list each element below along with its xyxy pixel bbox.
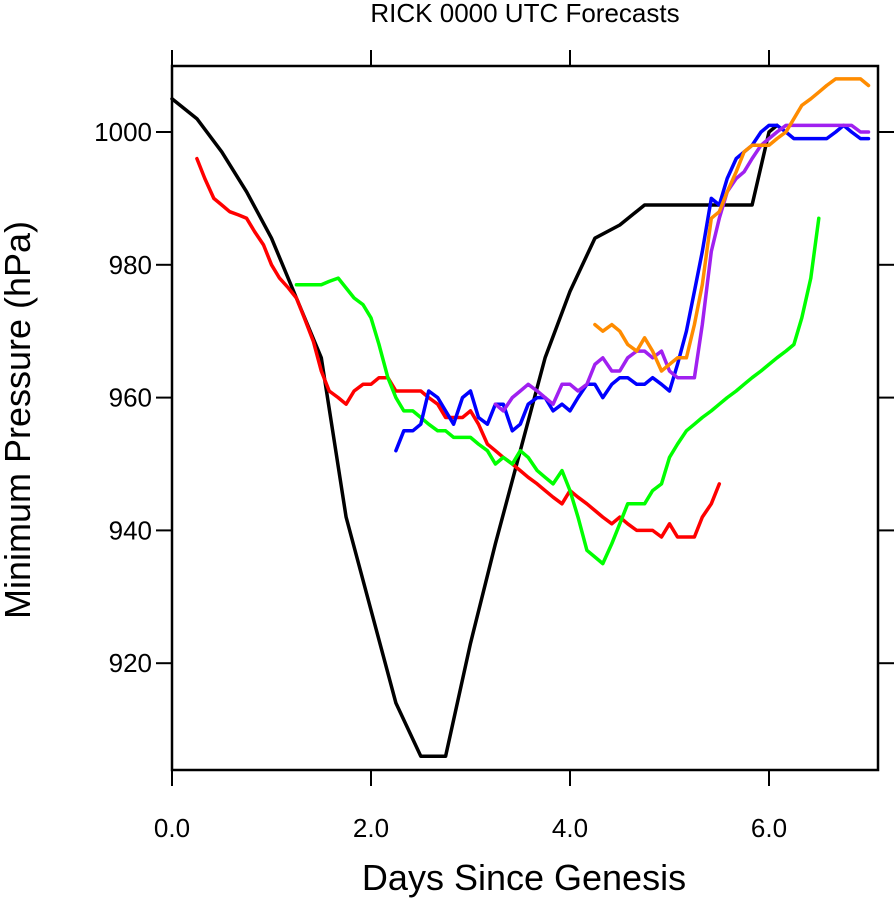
axis-layer: 0.0 2.0 4.0 6.0 920 940 960 980 1000 [94,50,894,843]
y-tick-label: 980 [109,250,152,280]
x-tick-label: 6.0 [751,813,787,843]
y-tick-label: 920 [109,648,152,678]
x-axis-label: Days Since Genesis [362,857,686,898]
y-tick-label: 1000 [94,117,152,147]
series-line-0 [170,97,779,758]
series-layer [170,77,871,758]
series-line-4 [493,123,871,413]
y-tick-label: 940 [109,515,152,545]
x-tick-label: 4.0 [552,813,588,843]
plot-frame [170,64,880,772]
series-line-2 [294,216,821,566]
x-tick-label: 2.0 [353,813,389,843]
y-axis-label: Minimum Pressure (hPa) [0,221,38,619]
x-tick-label: 0.0 [154,813,190,843]
series-line-5 [593,77,871,373]
chart-title: RICK 0000 UTC Forecasts [370,0,679,28]
series-line-3 [394,123,871,453]
y-tick-label: 960 [109,383,152,413]
series-line-1 [195,156,722,539]
